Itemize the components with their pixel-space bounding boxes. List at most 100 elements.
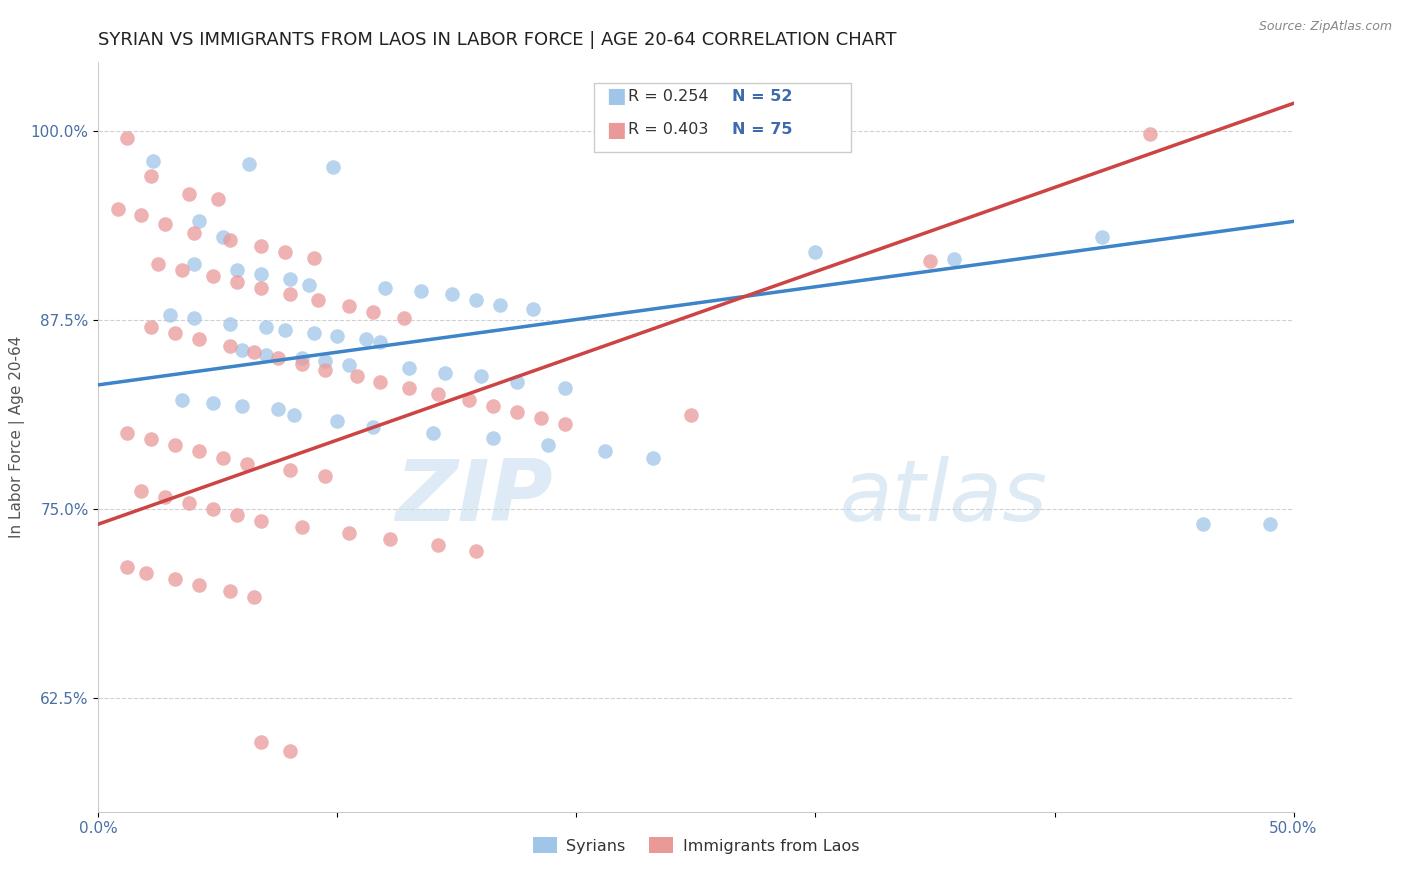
Point <box>506 375 529 389</box>
Point <box>943 252 966 267</box>
Point <box>115 131 138 145</box>
Point <box>107 202 129 217</box>
Point <box>139 169 162 183</box>
Point <box>179 187 201 202</box>
Point <box>235 457 257 471</box>
Point <box>267 402 290 417</box>
Point <box>278 287 301 301</box>
Point <box>458 392 481 407</box>
Point <box>441 287 464 301</box>
Point <box>207 192 229 206</box>
Point <box>115 426 138 441</box>
Point <box>322 160 344 174</box>
Point <box>131 483 153 498</box>
Point <box>370 375 392 389</box>
Point <box>426 538 449 552</box>
Point <box>187 577 209 591</box>
Point <box>163 572 186 586</box>
Point <box>202 396 225 410</box>
Point <box>278 744 301 758</box>
Point <box>250 268 273 282</box>
Point <box>219 338 242 352</box>
Point <box>593 444 616 458</box>
Point <box>226 275 249 289</box>
Text: atlas: atlas <box>839 456 1047 539</box>
Point <box>231 343 253 357</box>
Point <box>481 399 505 413</box>
Point <box>481 431 505 445</box>
Text: N = 52: N = 52 <box>733 88 793 103</box>
Point <box>135 566 157 580</box>
Point <box>250 238 273 252</box>
Legend: Syrians, Immigrants from Laos: Syrians, Immigrants from Laos <box>526 830 866 860</box>
Point <box>354 333 377 347</box>
Point <box>159 308 181 322</box>
Point <box>274 323 297 337</box>
Point <box>326 414 349 428</box>
Point <box>163 326 186 341</box>
Point <box>291 357 314 371</box>
Point <box>238 157 260 171</box>
Point <box>278 272 301 286</box>
Point <box>172 262 194 277</box>
Point <box>465 293 488 307</box>
Point <box>219 318 242 332</box>
Point <box>226 508 249 522</box>
Point <box>278 462 301 476</box>
Point <box>115 559 138 574</box>
Point <box>1258 517 1281 532</box>
Point <box>1139 127 1161 141</box>
Point <box>298 277 321 292</box>
Point <box>426 387 449 401</box>
Point <box>339 299 361 313</box>
Point <box>315 468 337 483</box>
Point <box>530 411 553 425</box>
Point <box>307 293 329 307</box>
Point <box>243 344 266 359</box>
Point <box>398 381 420 395</box>
Text: SYRIAN VS IMMIGRANTS FROM LAOS IN LABOR FORCE | AGE 20-64 CORRELATION CHART: SYRIAN VS IMMIGRANTS FROM LAOS IN LABOR … <box>98 31 897 49</box>
Point <box>326 329 349 343</box>
Point <box>681 408 703 422</box>
Point <box>378 533 401 547</box>
Point <box>155 490 177 504</box>
FancyBboxPatch shape <box>595 84 852 153</box>
Point <box>374 281 396 295</box>
Point <box>254 348 277 362</box>
Point <box>315 353 337 368</box>
Point <box>211 450 233 465</box>
Point <box>139 320 162 334</box>
Point <box>554 381 576 395</box>
Point <box>641 450 664 465</box>
Point <box>179 496 201 510</box>
Point <box>291 520 314 534</box>
Point <box>250 514 273 528</box>
Point <box>283 408 305 422</box>
Text: ZIP: ZIP <box>395 456 553 539</box>
Point <box>250 735 273 749</box>
Point <box>291 351 314 365</box>
Point <box>804 244 827 259</box>
Text: ■: ■ <box>606 87 626 106</box>
Y-axis label: In Labor Force | Age 20-64: In Labor Force | Age 20-64 <box>10 336 25 538</box>
Point <box>254 320 277 334</box>
Point <box>202 502 225 516</box>
Point <box>363 305 385 319</box>
Point <box>920 253 942 268</box>
Point <box>172 392 194 407</box>
Point <box>470 368 492 383</box>
Point <box>211 229 233 244</box>
Point <box>394 311 416 326</box>
Point <box>187 214 209 228</box>
Point <box>302 251 325 265</box>
Point <box>183 311 205 326</box>
Point <box>1191 517 1213 532</box>
Point <box>226 262 249 277</box>
Text: R = 0.403: R = 0.403 <box>628 122 709 137</box>
Point <box>398 361 420 376</box>
Point <box>339 358 361 372</box>
Text: R = 0.254: R = 0.254 <box>628 88 709 103</box>
Point <box>231 399 253 413</box>
Point <box>187 444 209 458</box>
Point <box>219 583 242 598</box>
